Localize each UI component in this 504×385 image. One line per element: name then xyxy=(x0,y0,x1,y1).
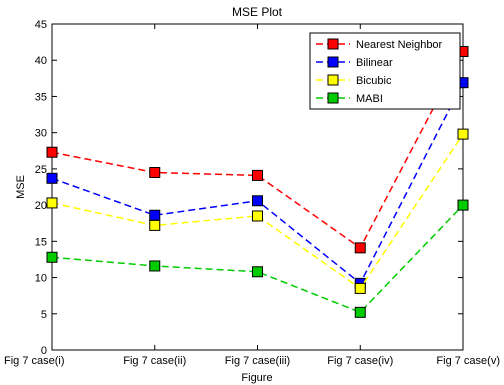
series-bicubic xyxy=(46,128,469,294)
data-point xyxy=(252,266,263,278)
data-point xyxy=(149,219,161,231)
legend-label: Bilinear xyxy=(356,57,393,69)
legend-label: MABI xyxy=(356,93,383,105)
data-point xyxy=(46,197,58,209)
data-point xyxy=(252,210,263,222)
legend-label: Nearest Neighbor xyxy=(356,39,443,51)
x-tick-label: Fig 7 case(v) xyxy=(436,355,500,367)
x-tick-label: Fig 7 case(i) xyxy=(4,355,65,367)
y-tick-label: 25 xyxy=(35,164,47,176)
data-point xyxy=(354,282,366,294)
y-tick-label: 15 xyxy=(35,236,47,248)
x-tick-label: Fig 7 case(ii) xyxy=(123,355,186,367)
y-tick-label: 5 xyxy=(41,309,47,321)
y-tick-label: 0 xyxy=(41,345,47,357)
data-point xyxy=(149,209,161,221)
series-line xyxy=(51,133,464,290)
legend-marker xyxy=(327,92,339,104)
data-point xyxy=(457,199,469,211)
chart-title: MSE Plot xyxy=(232,5,283,19)
legend-marker xyxy=(327,74,339,86)
series-line xyxy=(51,51,464,249)
y-axis: 0 5 10 15 20 25 30 35 40 45 xyxy=(35,19,463,357)
data-point xyxy=(46,146,58,158)
data-point xyxy=(354,306,366,318)
legend-label: Bicubic xyxy=(356,75,392,87)
data-point xyxy=(252,169,263,181)
data-point xyxy=(457,128,469,140)
data-point xyxy=(149,260,161,272)
legend-marker xyxy=(327,38,339,50)
y-tick-label: 10 xyxy=(35,273,47,285)
y-axis-label: MSE xyxy=(15,175,27,199)
data-point xyxy=(252,195,263,207)
y-tick-label: 45 xyxy=(35,19,47,31)
legend: Nearest Neighbor Bilinear Bicubic MABI xyxy=(309,32,461,110)
series-line xyxy=(51,204,464,314)
x-tick-label: Fig 7 case(iv) xyxy=(327,355,393,367)
series-nearest-neighbor xyxy=(46,46,469,254)
series-group xyxy=(46,46,469,318)
y-tick-label: 40 xyxy=(35,55,47,67)
legend-marker xyxy=(327,56,339,68)
data-point xyxy=(46,172,58,184)
y-tick-label: 30 xyxy=(35,128,47,140)
series-mabi xyxy=(46,199,469,318)
y-tick-label: 35 xyxy=(35,91,47,103)
data-point xyxy=(354,242,366,254)
x-axis-label: Figure xyxy=(241,372,272,384)
y-tick-label: 20 xyxy=(35,200,47,212)
data-point xyxy=(46,251,58,263)
data-point xyxy=(149,167,161,179)
x-tick-label: Fig 7 case(iii) xyxy=(225,355,290,367)
x-axis: Fig 7 case(i) Fig 7 case(ii) Fig 7 case(ii… xyxy=(4,24,500,367)
